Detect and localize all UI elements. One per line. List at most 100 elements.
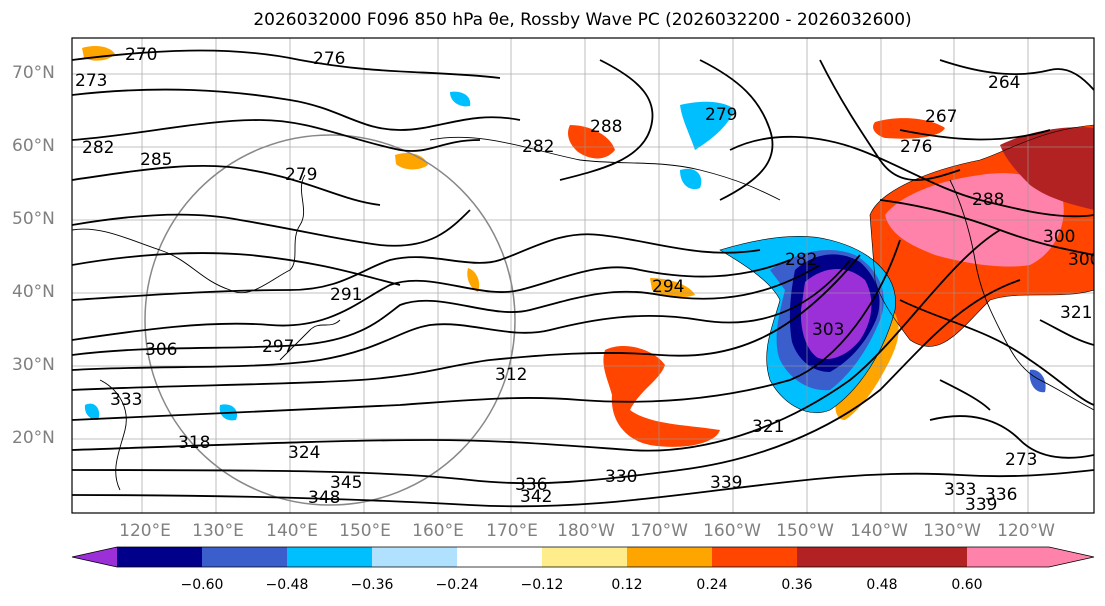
colorbar-segment bbox=[117, 547, 202, 567]
negative-anomaly-small bbox=[680, 168, 702, 190]
contour-label: 339 bbox=[965, 495, 997, 515]
negative-anomaly-small bbox=[84, 403, 100, 420]
colorbar-segment bbox=[202, 547, 287, 567]
contour-label: 324 bbox=[288, 443, 320, 463]
contour-label: 285 bbox=[140, 150, 172, 170]
lon-label: 170°W bbox=[630, 521, 688, 541]
negative-anomaly-small bbox=[1029, 369, 1046, 393]
contour-label: 273 bbox=[1005, 450, 1037, 470]
lon-label: 180°W bbox=[557, 521, 615, 541]
colorbar-tick-label: 0.24 bbox=[696, 577, 728, 593]
negative-anomaly-small bbox=[450, 91, 471, 107]
colorbar-extend-left bbox=[72, 547, 117, 567]
colorbar-segment bbox=[372, 547, 457, 567]
contour-label: 300 bbox=[1043, 227, 1075, 247]
colorbar-tick-label: −0.60 bbox=[180, 577, 224, 593]
colorbar-segment bbox=[797, 547, 882, 567]
colorbar-segment bbox=[457, 547, 542, 567]
lat-label-40n: 40°N bbox=[12, 282, 55, 302]
contour-label: 330 bbox=[605, 467, 637, 487]
lon-label: 150°E bbox=[339, 521, 391, 541]
contour-label: 276 bbox=[900, 137, 932, 157]
contour-label: 333 bbox=[110, 390, 142, 410]
contour-label: 345 bbox=[330, 473, 362, 493]
colorbar-tick-label: 0.48 bbox=[866, 577, 898, 593]
contour-label: 288 bbox=[972, 190, 1004, 210]
map-frame bbox=[71, 37, 1095, 514]
positive-anomaly-small bbox=[395, 153, 428, 170]
colorbar bbox=[71, 546, 1095, 568]
colorbar-segment bbox=[287, 547, 372, 567]
lon-label: 130°E bbox=[192, 521, 244, 541]
positive-anomaly-gulf bbox=[603, 345, 720, 447]
positive-anomaly-small bbox=[873, 118, 945, 139]
colorbar-tick-label: −0.24 bbox=[435, 577, 479, 593]
negative-anomaly-small bbox=[680, 101, 735, 150]
lon-label: 150°W bbox=[776, 521, 834, 541]
colorbar-extend-right-shape bbox=[967, 547, 1094, 567]
lon-label: 120°W bbox=[997, 521, 1055, 541]
colorbar-tick-label: 0.12 bbox=[611, 577, 643, 593]
contour-label: 291 bbox=[330, 285, 362, 305]
contour-label: 321 bbox=[752, 417, 784, 437]
colorbar-tick-label: 0.60 bbox=[951, 577, 983, 593]
contour-label: 276 bbox=[313, 49, 345, 69]
colorbar-tick-label: 0.36 bbox=[781, 577, 813, 593]
lat-label-30n: 30°N bbox=[12, 355, 55, 375]
contour-label: 288 bbox=[590, 117, 622, 137]
contour-label: 339 bbox=[710, 473, 742, 493]
contour-label: 282 bbox=[522, 137, 554, 157]
contour-label: 342 bbox=[520, 487, 552, 507]
contour-label: 282 bbox=[785, 250, 817, 270]
range-circle bbox=[144, 134, 516, 506]
contour-label: 294 bbox=[652, 277, 684, 297]
contour-label: 336 bbox=[515, 475, 547, 495]
contour-label: 336 bbox=[985, 485, 1017, 505]
colorbar-segment bbox=[542, 547, 627, 567]
contour-label: 279 bbox=[285, 165, 317, 185]
contour-label: 282 bbox=[82, 138, 114, 158]
contour-label: 300 bbox=[1068, 250, 1100, 270]
theta-e-contours bbox=[72, 49, 1094, 508]
lon-label: 120°E bbox=[119, 521, 171, 541]
positive-anomaly-small bbox=[567, 125, 615, 159]
contour-label: 267 bbox=[925, 107, 957, 127]
positive-anomaly-small bbox=[650, 278, 695, 298]
contour-label-group: 270 276 273 282 285 279 288 282 279 264 … bbox=[75, 45, 1100, 515]
colorbar-segment bbox=[882, 547, 967, 567]
colorbar-segment bbox=[712, 547, 797, 567]
lon-label: 140°W bbox=[850, 521, 908, 541]
contour-label: 279 bbox=[705, 105, 737, 125]
colorbar-outline bbox=[71, 546, 1095, 568]
colorbar-tick-label: −0.36 bbox=[350, 577, 394, 593]
colorbar-segment bbox=[627, 547, 712, 567]
contour-label: 264 bbox=[988, 73, 1020, 93]
map-title: 2026032000 F096 850 hPa θe, Rossby Wave … bbox=[253, 10, 912, 30]
lat-label-20n: 20°N bbox=[12, 428, 55, 448]
lat-label-70n: 70°N bbox=[12, 63, 55, 83]
contour-label: 321 bbox=[1060, 303, 1092, 323]
lat-label-50n: 50°N bbox=[12, 209, 55, 229]
lon-label: 160°E bbox=[412, 521, 464, 541]
contour-label: 318 bbox=[178, 433, 210, 453]
contour-label: 303 bbox=[812, 320, 844, 340]
lon-label: 140°E bbox=[266, 521, 318, 541]
anomaly-outlines bbox=[719, 124, 1094, 413]
contour-label: 273 bbox=[75, 71, 107, 91]
lon-label: 160°W bbox=[703, 521, 761, 541]
contour-label: 312 bbox=[495, 365, 527, 385]
colorbar-tick-label: −0.12 bbox=[520, 577, 564, 593]
positive-anomaly-dark bbox=[1000, 127, 1094, 210]
coastlines bbox=[72, 136, 1094, 491]
colorbar-tick-label: −0.48 bbox=[265, 577, 309, 593]
contour-label: 270 bbox=[125, 45, 157, 65]
contour-label: 297 bbox=[262, 337, 294, 357]
lon-label: 130°W bbox=[923, 521, 981, 541]
contour-label: 348 bbox=[308, 488, 340, 508]
contour-label: 306 bbox=[145, 340, 177, 360]
contour-label: 333 bbox=[944, 480, 976, 500]
lat-label-60n: 60°N bbox=[12, 136, 55, 156]
lon-label: 170°E bbox=[486, 521, 538, 541]
positive-anomaly-small bbox=[467, 268, 480, 292]
